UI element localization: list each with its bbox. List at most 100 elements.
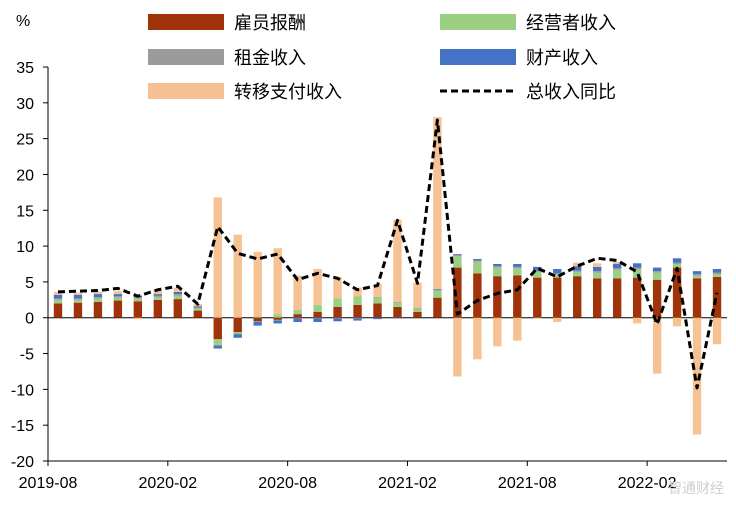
y-tick-label: 5 — [25, 275, 34, 292]
bar-segment — [53, 294, 63, 299]
bar-segment — [573, 271, 582, 277]
bar-segment — [533, 270, 542, 272]
bar-segment — [553, 269, 562, 274]
bar-segment — [193, 308, 202, 311]
bar-segment — [573, 262, 582, 267]
bar-segment — [313, 269, 322, 305]
bar-segment — [533, 271, 542, 278]
bar-segment — [632, 269, 642, 278]
x-tick-label: 2020-02 — [138, 475, 197, 492]
bar-segment — [133, 317, 143, 320]
bar-segment — [433, 297, 442, 318]
bar-segment — [592, 272, 602, 279]
y-tick-label: 0 — [25, 311, 34, 328]
bar-segment — [113, 294, 123, 297]
bar-segment — [453, 267, 462, 318]
bar-segment — [213, 197, 222, 318]
bar-segment — [273, 314, 282, 318]
bar-segment — [413, 307, 422, 309]
bar-segment — [113, 296, 123, 298]
bar-segment — [273, 319, 282, 321]
bar-segment — [393, 302, 402, 307]
y-axis-unit-label: % — [16, 13, 30, 30]
bar-segment — [273, 248, 282, 315]
bar-segment — [632, 277, 642, 318]
bar-segment — [453, 253, 462, 255]
bar-segment — [153, 299, 163, 318]
x-tick-label: 2021-02 — [378, 475, 437, 492]
bar-segment — [513, 317, 522, 341]
bar-segment — [313, 311, 322, 318]
bar-segment — [373, 296, 382, 298]
bar-segment — [553, 273, 562, 275]
legend-label: 经营者收入 — [526, 13, 616, 33]
bar-segment — [233, 333, 242, 335]
bar-segment — [433, 289, 442, 290]
bar-segment — [413, 308, 422, 312]
bar-segment — [672, 264, 682, 268]
legend-swatch — [148, 83, 224, 99]
bar-segment — [413, 282, 422, 308]
legend-swatch — [440, 49, 516, 65]
y-tick-label: 25 — [16, 132, 34, 149]
bar-segment — [153, 296, 163, 300]
bar-segment — [433, 117, 442, 290]
bar-segment — [692, 278, 702, 318]
bar-segment — [433, 289, 442, 291]
bar-segment — [493, 267, 502, 277]
y-tick-label: 20 — [16, 167, 34, 184]
bar-segment — [333, 317, 342, 319]
bar-segment — [73, 294, 83, 299]
bar-segment — [712, 269, 722, 273]
bar-segment — [692, 274, 702, 276]
bar-segment — [493, 317, 502, 347]
bar-segment — [612, 278, 622, 318]
bar-segment — [333, 306, 342, 318]
bar-segment — [672, 262, 682, 264]
bar-segment — [73, 302, 83, 318]
bar-segment — [513, 268, 522, 276]
bar-segment — [433, 290, 442, 298]
bar-segment — [193, 307, 202, 309]
bar-segment — [493, 264, 502, 267]
bar-segment — [333, 298, 342, 307]
bar-segment — [93, 291, 103, 295]
bar-segment — [353, 318, 362, 321]
bar-segment — [73, 298, 83, 300]
bar-segment — [612, 264, 622, 269]
bar-segment — [313, 317, 322, 319]
bar-segment — [293, 309, 302, 315]
bar-segment — [153, 295, 163, 297]
bar-segment — [612, 268, 622, 270]
legend-label: 总收入同比 — [526, 82, 616, 102]
y-tick-label: -20 — [11, 454, 34, 471]
bar-segment — [373, 297, 382, 304]
bar-segment — [712, 274, 722, 277]
bar-segment — [712, 317, 722, 345]
bar-segment — [533, 317, 542, 319]
bar-segment — [513, 275, 522, 318]
bar-segment — [712, 272, 722, 275]
bar-segment — [413, 311, 422, 318]
bar-segment — [373, 284, 382, 297]
bar-segment — [672, 258, 682, 263]
bar-segment — [153, 290, 163, 295]
bar-segment — [293, 275, 302, 310]
bar-segment — [612, 269, 622, 279]
legend-label: 转移支付收入 — [234, 82, 342, 102]
bar-segment — [453, 256, 462, 268]
y-tick-label: 30 — [16, 96, 34, 113]
bars-layer — [53, 117, 722, 435]
bar-segment — [573, 276, 582, 318]
line-layer — [57, 118, 719, 390]
bar-segment — [652, 271, 662, 273]
y-tick-label: -15 — [11, 418, 34, 435]
y-tick-label: 15 — [16, 203, 34, 220]
bar-segment — [273, 317, 282, 320]
bar-segment — [233, 334, 242, 338]
bar-segment — [253, 317, 262, 322]
bar-segment — [133, 298, 143, 302]
bar-segment — [173, 287, 183, 292]
